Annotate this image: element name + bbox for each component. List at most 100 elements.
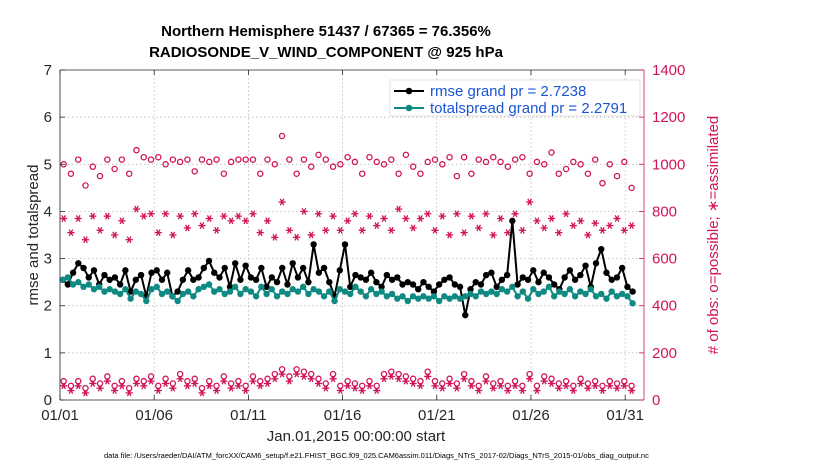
asterisk-stroke <box>199 222 205 230</box>
rmse-point <box>289 260 296 267</box>
asterisk-stroke <box>257 382 263 390</box>
obs-assimilated-point <box>555 384 563 392</box>
rmse-point <box>336 267 343 274</box>
rmse-point <box>294 274 302 281</box>
rmse-point <box>268 274 275 281</box>
obs-assimilated-point <box>489 384 497 392</box>
obs-possible-point <box>155 153 162 161</box>
rmse-point <box>477 281 485 288</box>
rmse-point <box>467 286 474 293</box>
obs-assimilated-point <box>147 377 155 385</box>
asterisk-stroke <box>592 219 598 227</box>
totalspread-point <box>326 288 333 295</box>
rmse-point <box>190 276 197 283</box>
asterisk-stroke <box>490 384 496 392</box>
x-axis-label: Jan.01,2015 00:00:00 start <box>267 428 446 445</box>
totalspread-point <box>566 286 574 293</box>
asterisk-stroke <box>236 212 241 220</box>
data-file-footer: data file: /Users/raeder/DAI/ATM_forcXX/… <box>104 451 649 460</box>
obs-possible-point <box>373 382 380 390</box>
obs-possible-point <box>147 373 155 380</box>
totalspread-point <box>462 293 469 300</box>
totalspread-point <box>629 300 636 307</box>
obs-assimilated-point <box>475 224 483 232</box>
obs-assimilated-point <box>409 224 417 232</box>
obs-assimilated-point <box>111 231 119 239</box>
obs-possible-point <box>504 382 512 390</box>
totalspread-point <box>315 288 323 295</box>
legend-rmse-text: rmse grand pr = 2.7238 <box>430 83 586 100</box>
obs-possible-point <box>380 161 388 168</box>
obs-assimilated-point <box>577 380 585 387</box>
y-tick-label-right: 1400 <box>652 62 685 79</box>
obs-possible-point <box>227 158 235 166</box>
obs-possible-point <box>213 156 220 163</box>
asterisk-stroke <box>294 233 300 241</box>
asterisk-stroke <box>170 384 176 392</box>
rmse-point <box>430 288 438 295</box>
obs-possible-point <box>162 375 169 383</box>
obs-possible-point <box>519 153 526 161</box>
asterisk-stroke <box>396 205 401 213</box>
totalspread-point <box>362 293 370 300</box>
asterisk-stroke <box>250 210 256 218</box>
totalspread-point <box>404 297 411 305</box>
obs-possible-point <box>453 172 461 180</box>
obs-possible-point <box>446 375 453 383</box>
totalspread-point <box>268 286 275 293</box>
obs-assimilated-point <box>627 222 636 230</box>
obs-assimilated-point <box>380 215 388 222</box>
rmse-point <box>561 274 568 281</box>
y-axis-label-right: # of obs: o=possible; ∗=assimilated <box>705 116 722 355</box>
rmse-point <box>90 267 98 274</box>
obs-assimilated-point <box>329 212 337 220</box>
asterisk-stroke <box>185 224 190 232</box>
obs-possible-point <box>300 368 308 375</box>
totalspread-point <box>613 293 621 300</box>
asterisk-stroke <box>287 377 292 385</box>
obs-possible-point <box>497 377 504 385</box>
obs-possible-point <box>184 377 191 385</box>
totalspread-point <box>624 293 631 300</box>
obs-assimilated-point <box>183 224 192 232</box>
rmse-point <box>503 271 511 279</box>
rmse-point <box>566 267 574 274</box>
asterisk-stroke <box>454 384 460 392</box>
obs-possible-point <box>446 153 453 161</box>
totalspread-point <box>279 288 286 295</box>
obs-possible-point <box>591 156 599 163</box>
asterisk-stroke <box>330 375 336 383</box>
obs-possible-point <box>329 163 337 170</box>
rmse-point <box>624 283 631 291</box>
rmse-point <box>184 267 192 274</box>
asterisk-stroke <box>469 212 474 220</box>
asterisk-stroke <box>498 215 503 222</box>
obs-possible-point <box>278 132 286 140</box>
asterisk-stroke <box>134 380 139 387</box>
rmse-point <box>195 274 202 281</box>
obs-possible-point <box>67 382 75 390</box>
rmse-point <box>608 276 615 283</box>
obs-possible-point <box>133 375 140 383</box>
totalspread-point <box>75 278 82 286</box>
asterisk-stroke <box>621 382 627 390</box>
rmse-point <box>550 281 558 288</box>
totalspread-point <box>90 286 98 293</box>
asterisk-stroke <box>520 387 525 395</box>
obs-assimilated-point <box>96 226 104 234</box>
obs-assimilated-point <box>380 375 388 383</box>
rmse-point <box>273 278 281 286</box>
obs-assimilated-point <box>169 231 177 239</box>
asterisk-stroke <box>90 380 96 387</box>
rmse-point <box>279 264 286 272</box>
rmse-point <box>535 278 542 286</box>
asterisk-stroke <box>287 226 292 234</box>
asterisk-stroke <box>585 231 591 239</box>
obs-possible-point <box>388 368 395 375</box>
asterisk-stroke <box>83 236 88 244</box>
asterisk-stroke <box>97 384 103 392</box>
totalspread-point <box>556 288 563 295</box>
totalspread-point <box>561 290 568 298</box>
obs-possible-point <box>439 380 446 387</box>
asterisk-stroke <box>316 380 321 387</box>
